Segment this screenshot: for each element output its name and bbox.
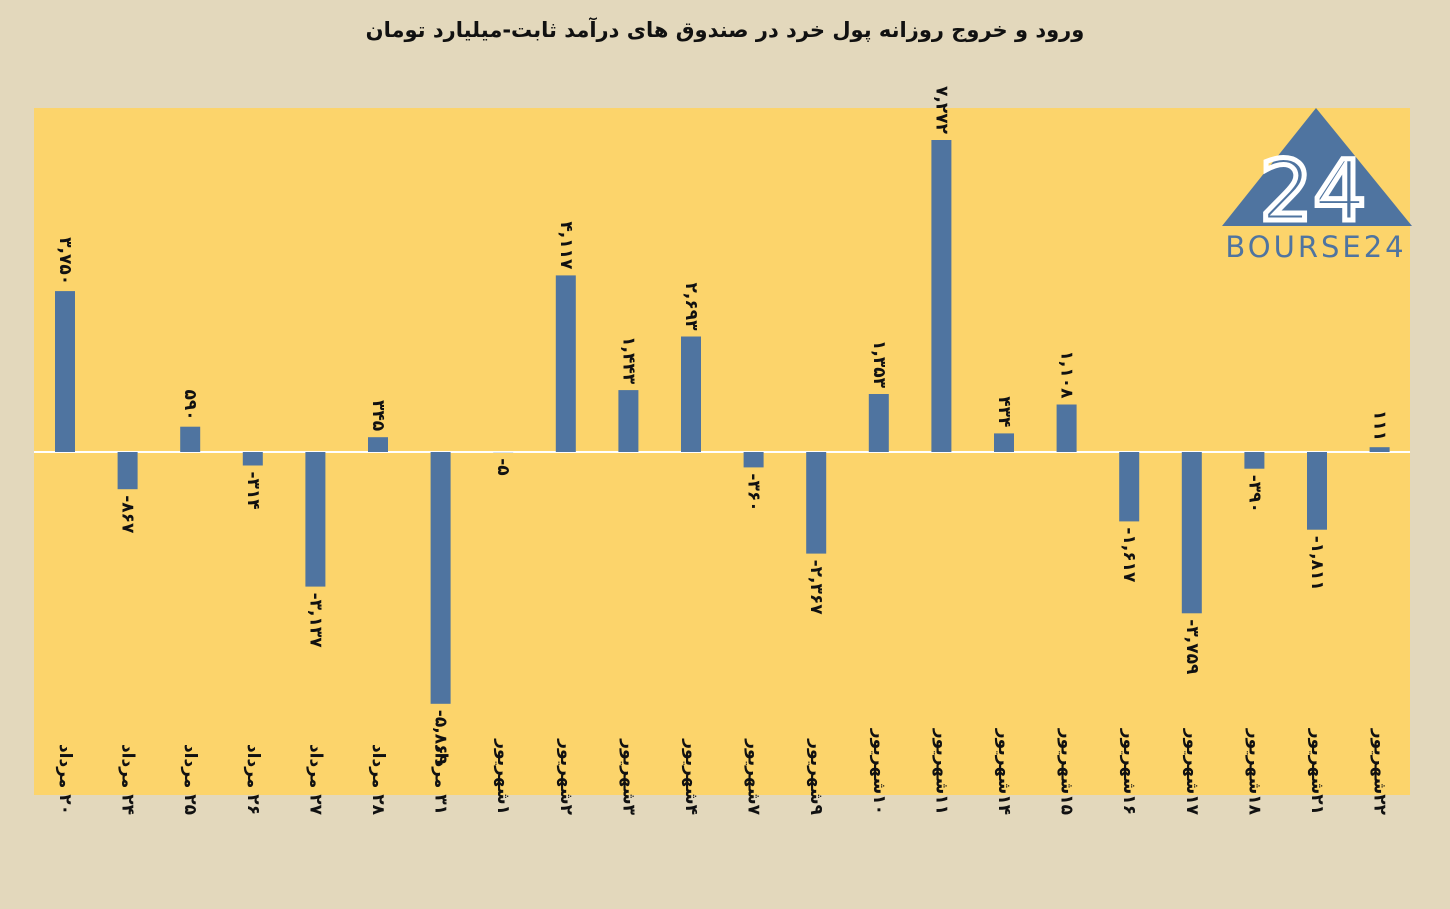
x-tick-label-16: ۱۵شهریور: [1057, 728, 1077, 815]
data-label-8: ۴,۱۱۷: [556, 221, 576, 270]
bar-1: [117, 452, 138, 490]
x-tick-label-7: ۱شهریور: [493, 738, 513, 815]
data-label-6: -۵,۸۶۹: [431, 710, 451, 766]
x-tick-label-21: ۲۲شهریور: [1370, 728, 1390, 816]
bar-11: [743, 452, 764, 468]
bar-0: [55, 291, 75, 452]
x-tick-label-6: ۳۱ مرداد: [431, 744, 451, 815]
x-tick-labels-group: ۲۰ مرداد ۲۴ مرداد ۲۵ مرداد ۲۶ مرداد ۲۷ مرداد…: [55, 728, 1390, 816]
bar-12: [806, 452, 827, 554]
x-tick-label-19: ۱۸شهریور: [1244, 728, 1264, 816]
bar-19: [1244, 452, 1265, 469]
bar-17: [1119, 452, 1140, 522]
data-label-2: ۵۹۰: [180, 390, 200, 421]
data-label-11: -۳۶۰: [744, 473, 764, 511]
x-tick-label-8: ۲شهریور: [556, 738, 576, 815]
data-label-19: -۳۹۰: [1244, 475, 1264, 513]
x-tick-label-18: ۱۷شهریور: [1182, 728, 1202, 816]
bar-2: [180, 426, 201, 452]
bar-10: [681, 336, 701, 452]
data-label-15: ۴۳۴: [994, 396, 1014, 427]
data-label-16: ۱,۱۰۸: [1057, 351, 1077, 400]
data-label-1: -۸۶۷: [118, 495, 138, 534]
bar-21: [1369, 447, 1390, 452]
bar-5: [368, 437, 388, 452]
x-tick-label-17: ۱۶شهریور: [1119, 728, 1139, 815]
x-tick-label-4: ۲۷ مرداد: [305, 744, 325, 816]
data-label-10: ۲,۶۹۳: [681, 283, 701, 332]
x-tick-label-11: ۷شهریور: [744, 738, 764, 815]
x-tick-label-15: ۱۴شهریور: [994, 728, 1014, 815]
data-label-12: -۲,۳۶۷: [806, 560, 826, 616]
bar-20: [1307, 452, 1327, 530]
data-label-7: -۵: [493, 458, 513, 475]
bar-16: [1056, 404, 1077, 452]
data-label-9: ۱,۴۴۳: [618, 336, 638, 385]
bar-13: [868, 394, 889, 452]
data-label-21: ۱۱۱: [1370, 410, 1390, 441]
logo-triangle-icon: [1222, 108, 1412, 226]
x-tick-label-12: ۹شهریور: [806, 738, 826, 815]
data-label-0: ۳,۷۵۰: [55, 237, 75, 285]
bar-3: [242, 452, 263, 466]
data-labels-group: ۳,۷۵۰ -۸۶۷ ۵۹۰ -۳۱۴ -۳,۱۳۷ ۳۴۵ -۵,۸۶۹ -۵ ۴,۱۱۷ ۱,…: [55, 86, 1390, 765]
x-tick-label-20: ۲۱شهریور: [1307, 728, 1327, 815]
bar-8: [555, 275, 576, 452]
data-label-4: -۳,۱۳۷: [305, 593, 325, 649]
x-tick-label-3: ۲۶ مرداد: [243, 744, 263, 815]
x-tick-label-1: ۲۴ مرداد: [118, 744, 138, 815]
data-label-3: -۳۱۴: [243, 472, 263, 510]
x-tick-label-10: ۴شهریور: [681, 738, 701, 815]
chart-title: ورود و خروج روزانه پول خرد در صندوق های …: [365, 18, 1085, 42]
x-tick-label-9: ۳شهریور: [618, 738, 638, 815]
bar-15: [994, 433, 1014, 452]
data-label-18: -۳,۷۵۹: [1182, 619, 1202, 675]
bar-4: [305, 452, 326, 587]
x-tick-label-0: ۲۰ مرداد: [55, 744, 75, 815]
bourse24-logo: 24 BOURSE24: [1222, 108, 1412, 264]
x-tick-label-13: ۱۰شهریور: [869, 728, 889, 815]
data-label-5: ۳۴۵: [368, 400, 388, 431]
bar-6: [430, 452, 451, 704]
bar-18: [1181, 452, 1202, 614]
bars-group: [55, 140, 1390, 704]
x-tick-label-14: ۱۱شهریور: [931, 728, 951, 815]
x-tick-label-2: ۲۵ مرداد: [180, 744, 200, 815]
x-tick-label-5: ۲۸ مرداد: [368, 744, 388, 816]
data-label-14: ۷,۲۷۲: [931, 86, 951, 135]
data-label-13: ۱,۳۵۳: [869, 340, 889, 389]
bar-9: [618, 390, 639, 452]
data-label-20: -۱,۸۱۱: [1307, 536, 1327, 591]
logo-text: BOURSE24: [1225, 230, 1406, 264]
data-label-17: -۱,۶۱۷: [1119, 527, 1139, 583]
bar-14: [931, 140, 952, 452]
logo-number: 24: [1260, 142, 1367, 240]
